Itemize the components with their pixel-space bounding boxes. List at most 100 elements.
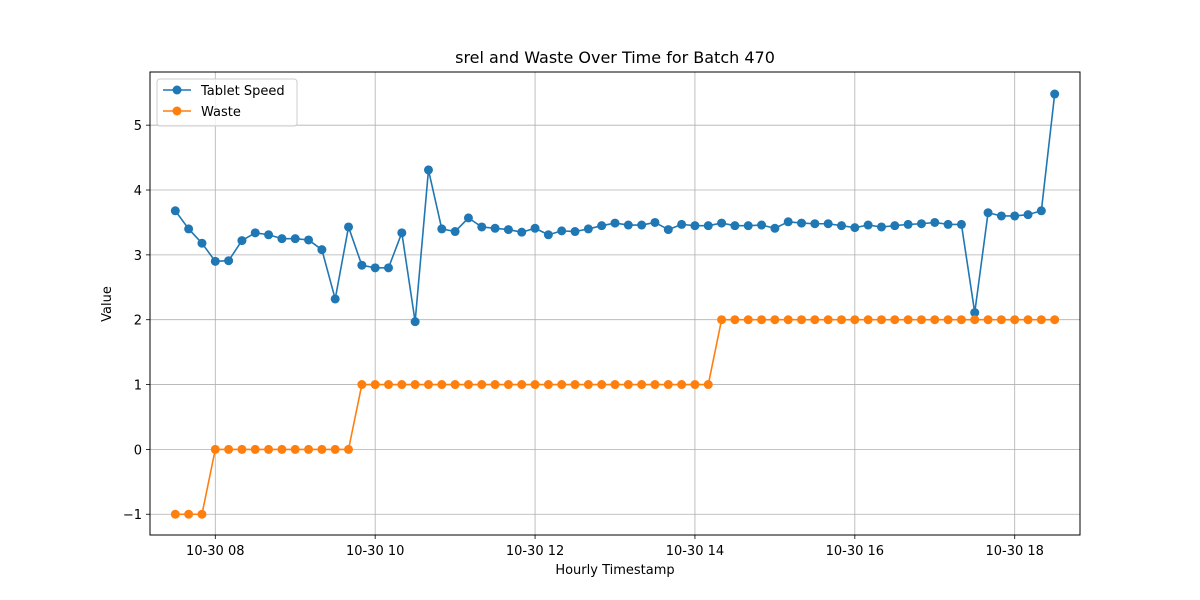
data-point-tablet-speed — [956, 219, 966, 229]
data-point-tablet-speed — [570, 227, 580, 237]
x-tick-label: 10-30 10 — [346, 544, 404, 559]
data-point-tablet-speed — [783, 217, 793, 227]
data-point-waste — [863, 315, 873, 325]
series-waste — [170, 315, 1060, 519]
data-point-tablet-speed — [370, 263, 380, 273]
data-point-waste — [370, 380, 380, 390]
data-point-waste — [410, 380, 420, 390]
data-point-waste — [956, 315, 966, 325]
data-point-tablet-speed — [730, 221, 740, 231]
data-point-tablet-speed — [317, 245, 327, 255]
data-point-tablet-speed — [823, 219, 833, 229]
y-tick-label: 3 — [134, 249, 142, 264]
data-point-tablet-speed — [943, 219, 953, 229]
data-point-tablet-speed — [517, 227, 527, 237]
data-point-waste — [730, 315, 740, 325]
data-point-waste — [943, 315, 953, 325]
data-point-waste — [184, 509, 194, 519]
chart-title: srel and Waste Over Time for Batch 470 — [455, 48, 775, 67]
data-point-waste — [876, 315, 886, 325]
data-point-tablet-speed — [357, 260, 367, 270]
y-tick-label: 5 — [134, 119, 142, 134]
x-tick-label: 10-30 14 — [666, 544, 724, 559]
data-point-waste — [797, 315, 807, 325]
data-point-tablet-speed — [677, 219, 687, 229]
data-point-tablet-speed — [437, 224, 447, 234]
x-axis-ticks: 10-30 08 10-30 10 10-30 12 10-30 14 10-30 16… — [186, 535, 1044, 559]
data-point-waste — [463, 380, 473, 390]
data-point-tablet-speed — [503, 225, 513, 235]
y-tick-label: 4 — [134, 184, 142, 199]
legend-tablet-speed-label: Tablet Speed — [200, 84, 285, 99]
data-point-waste — [690, 380, 700, 390]
data-point-waste — [637, 380, 647, 390]
data-point-tablet-speed — [1023, 210, 1033, 220]
data-point-tablet-speed — [1010, 211, 1020, 221]
data-point-tablet-speed — [423, 165, 433, 175]
data-point-waste — [450, 380, 460, 390]
data-point-tablet-speed — [663, 225, 673, 235]
data-point-tablet-speed — [703, 221, 713, 231]
data-point-tablet-speed — [810, 219, 820, 229]
y-tick-label: −1 — [123, 508, 142, 523]
data-point-waste — [237, 444, 247, 454]
data-point-tablet-speed — [850, 223, 860, 233]
data-point-tablet-speed — [583, 224, 593, 234]
data-point-waste — [623, 380, 633, 390]
data-point-waste — [930, 315, 940, 325]
data-point-tablet-speed — [277, 234, 287, 244]
data-point-waste — [264, 444, 274, 454]
data-point-tablet-speed — [304, 235, 314, 245]
data-point-tablet-speed — [264, 230, 274, 240]
data-point-waste — [570, 380, 580, 390]
data-point-waste — [717, 315, 727, 325]
plot-frame — [149, 71, 1081, 536]
data-point-waste — [597, 380, 607, 390]
y-axis-label: Value — [100, 286, 115, 322]
data-point-tablet-speed — [410, 317, 420, 327]
data-point-tablet-speed — [597, 221, 607, 231]
data-point-tablet-speed — [210, 256, 220, 266]
data-point-tablet-speed — [916, 219, 926, 229]
data-point-tablet-speed — [610, 218, 620, 228]
data-point-tablet-speed — [757, 220, 767, 230]
data-point-waste — [583, 380, 593, 390]
legend-waste-label: Waste — [201, 105, 241, 120]
data-point-waste — [610, 380, 620, 390]
data-point-waste — [890, 315, 900, 325]
data-point-tablet-speed — [290, 234, 300, 244]
data-point-tablet-speed — [184, 224, 194, 234]
data-point-waste — [224, 444, 234, 454]
data-point-waste — [916, 315, 926, 325]
legend-waste-marker — [172, 106, 182, 116]
data-point-tablet-speed — [237, 236, 247, 246]
data-point-tablet-speed — [224, 256, 234, 266]
data-point-tablet-speed — [384, 263, 393, 273]
data-point-tablet-speed — [637, 220, 647, 230]
data-point-waste — [970, 315, 980, 325]
legend-box — [156, 78, 298, 127]
data-point-tablet-speed — [717, 218, 727, 228]
data-point-tablet-speed — [543, 230, 553, 240]
data-point-waste — [423, 380, 433, 390]
data-point-tablet-speed — [770, 223, 780, 233]
x-tick-label: 10-30 12 — [506, 544, 564, 559]
data-point-waste — [277, 444, 287, 454]
data-point-waste — [290, 444, 300, 454]
data-point-tablet-speed — [930, 217, 940, 227]
data-point-waste — [170, 509, 180, 519]
data-point-waste — [823, 315, 833, 325]
data-point-waste — [330, 444, 340, 454]
data-point-waste — [304, 444, 314, 454]
data-point-waste — [996, 315, 1006, 325]
data-point-waste — [757, 315, 767, 325]
y-tick-label: 0 — [134, 443, 142, 458]
data-point-tablet-speed — [477, 222, 487, 232]
data-point-tablet-speed — [690, 221, 700, 231]
legend-tablet-speed-marker — [172, 85, 182, 95]
data-point-waste — [317, 444, 327, 454]
data-point-waste — [770, 315, 780, 325]
data-point-waste — [663, 380, 673, 390]
data-point-tablet-speed — [623, 220, 633, 230]
